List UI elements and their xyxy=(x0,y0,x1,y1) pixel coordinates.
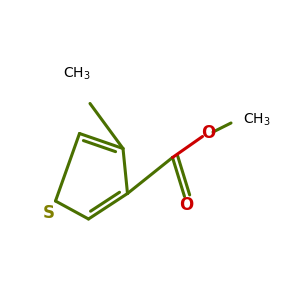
Text: S: S xyxy=(43,204,55,222)
Text: O: O xyxy=(179,196,193,214)
Text: O: O xyxy=(201,124,215,142)
Text: CH$_3$: CH$_3$ xyxy=(243,112,271,128)
Text: CH$_3$: CH$_3$ xyxy=(63,66,90,82)
